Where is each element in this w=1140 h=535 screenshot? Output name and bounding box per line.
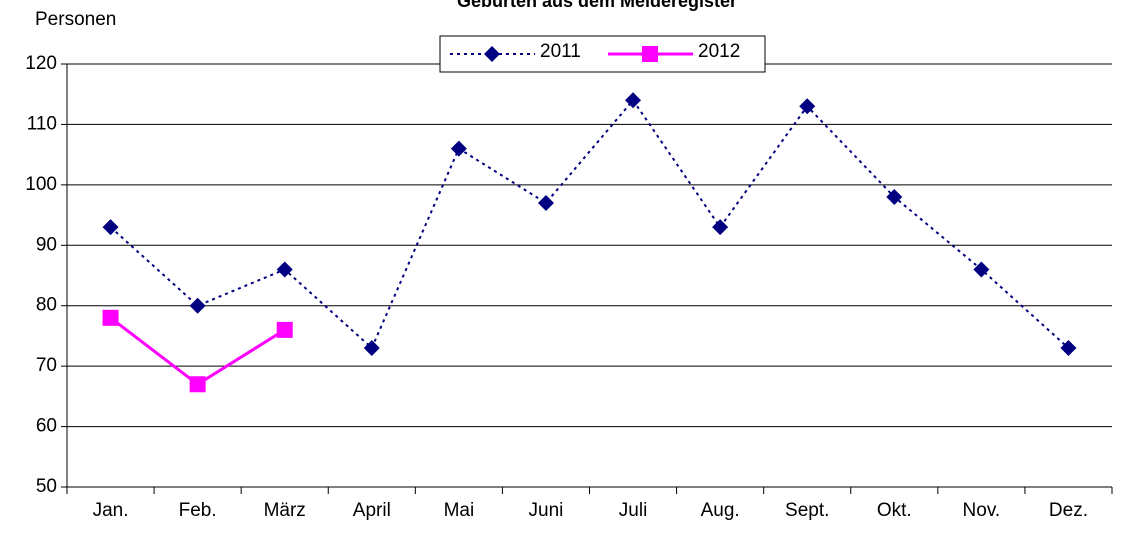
- marker: [363, 340, 380, 357]
- legend-marker: [484, 46, 500, 62]
- marker: [625, 92, 642, 109]
- x-tick-label: Nov.: [963, 500, 1001, 521]
- series-line: [109, 98, 1070, 350]
- legend-label: 2011: [540, 41, 581, 62]
- series-line: [109, 316, 286, 387]
- marker: [102, 309, 119, 326]
- y-tick-label: 80: [36, 295, 57, 316]
- marker: [886, 188, 903, 205]
- y-tick-label: 110: [27, 113, 57, 134]
- x-tick-label: Mai: [444, 500, 475, 521]
- x-tick-label: März: [264, 500, 306, 521]
- legend-marker: [642, 46, 658, 62]
- marker: [712, 219, 729, 236]
- x-tick-label: Okt.: [877, 500, 912, 521]
- y-tick-label: 50: [36, 476, 57, 497]
- x-tick-label: Jan.: [93, 500, 129, 521]
- y-tick-label: 100: [25, 174, 57, 195]
- y-tick-label: 120: [25, 53, 57, 74]
- x-tick-label: April: [353, 500, 391, 521]
- y-axis-label: Personen: [35, 9, 116, 30]
- marker: [102, 219, 119, 236]
- x-tick-label: Aug.: [701, 500, 740, 521]
- y-tick-label: 70: [36, 355, 57, 376]
- marker: [799, 98, 816, 115]
- marker: [450, 140, 467, 157]
- marker: [537, 194, 554, 211]
- y-tick-label: 60: [36, 416, 57, 437]
- marker: [1060, 340, 1077, 357]
- x-tick-label: Juni: [529, 500, 564, 521]
- legend-box: [439, 35, 766, 73]
- x-tick-label: Sept.: [785, 500, 829, 521]
- x-tick-label: Juli: [619, 500, 648, 521]
- chart-title: Geburten aus dem Melderegister: [457, 0, 737, 11]
- marker: [276, 321, 293, 338]
- marker: [189, 376, 206, 393]
- x-tick-label: Feb.: [179, 500, 217, 521]
- marker: [276, 261, 293, 278]
- marker: [973, 261, 990, 278]
- y-tick-label: 90: [36, 234, 57, 255]
- x-tick-label: Dez.: [1049, 500, 1088, 521]
- marker: [189, 297, 206, 314]
- legend-label: 2012: [698, 41, 740, 62]
